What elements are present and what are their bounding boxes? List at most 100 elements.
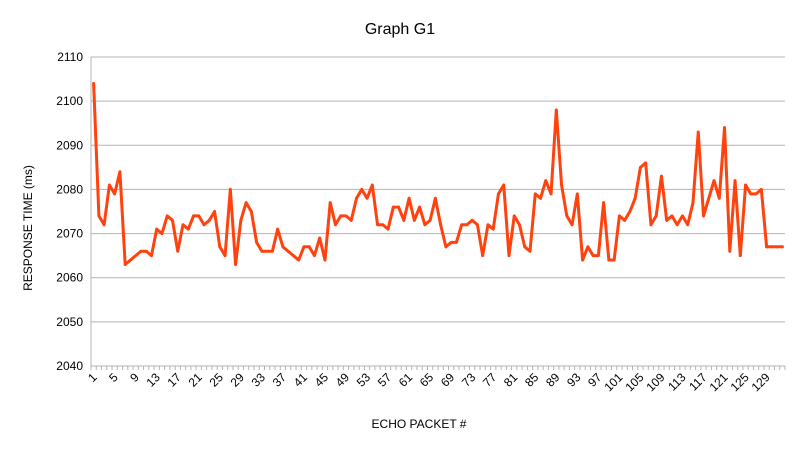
- data-point: [323, 258, 327, 262]
- data-point: [150, 254, 153, 258]
- gridlines: [90, 56, 786, 370]
- data-point: [602, 201, 606, 205]
- data-point: [765, 245, 768, 249]
- data-point: [749, 192, 753, 196]
- data-point: [144, 249, 148, 253]
- data-point: [286, 249, 290, 253]
- data-point: [318, 236, 322, 240]
- data-point: [381, 223, 385, 227]
- data-point: [544, 179, 548, 183]
- data-point: [754, 192, 758, 196]
- data-point: [723, 126, 726, 130]
- data-point: [607, 258, 611, 262]
- x-tick-label: 101: [601, 370, 625, 394]
- data-point: [207, 218, 211, 222]
- data-point: [423, 223, 427, 227]
- chart-title: Graph G1: [365, 21, 435, 38]
- y-tick-label: 2070: [56, 227, 83, 241]
- x-tick-label: 105: [622, 370, 646, 394]
- data-point: [449, 241, 453, 244]
- data-point: [176, 249, 180, 253]
- data-point: [412, 218, 416, 222]
- data-point: [223, 254, 227, 258]
- data-point: [660, 174, 663, 178]
- data-point: [171, 218, 174, 222]
- data-point: [297, 258, 301, 262]
- data-point: [481, 254, 485, 258]
- data-point: [129, 258, 132, 262]
- data-point: [712, 179, 716, 183]
- x-tick-label: 25: [207, 370, 227, 390]
- data-point: [470, 218, 474, 222]
- data-point: [334, 223, 337, 227]
- data-point: [686, 223, 690, 227]
- data-point: [491, 227, 495, 231]
- x-tick-label: 117: [686, 370, 710, 394]
- series-group: [92, 81, 784, 266]
- data-point: [744, 183, 747, 187]
- data-point: [497, 192, 500, 196]
- data-point: [460, 223, 464, 227]
- y-tick-labels: 2040 2050 2060 2070 2080 2090 2100 2110: [56, 50, 83, 373]
- data-point: [428, 218, 432, 222]
- data-point: [465, 223, 469, 227]
- data-point: [244, 201, 248, 205]
- x-tick-label: 61: [396, 370, 416, 390]
- x-tick-label: 57: [375, 370, 395, 390]
- data-point: [397, 205, 400, 209]
- data-point: [696, 130, 700, 134]
- data-point: [418, 205, 421, 209]
- x-tick-label: 73: [459, 370, 479, 390]
- data-point: [507, 254, 511, 258]
- data-point: [549, 192, 553, 196]
- data-point: [118, 170, 122, 174]
- data-point: [108, 183, 111, 187]
- x-tick-label: 53: [354, 370, 374, 390]
- data-point: [560, 183, 563, 187]
- y-tick-label: 2050: [56, 315, 83, 329]
- x-tick-label: 113: [665, 370, 689, 394]
- data-point: [570, 223, 574, 227]
- data-point: [376, 223, 379, 227]
- x-tick-label: 65: [417, 370, 437, 390]
- data-point: [717, 196, 721, 200]
- x-tick-label: 29: [228, 370, 248, 390]
- data-point: [518, 223, 521, 227]
- data-point: [528, 249, 532, 253]
- data-point: [349, 218, 353, 222]
- x-tick-label: 85: [522, 370, 542, 390]
- data-point: [313, 254, 316, 258]
- data-point: [276, 227, 280, 231]
- data-point: [139, 249, 143, 253]
- data-point: [123, 263, 127, 266]
- data-point: [533, 192, 537, 196]
- data-point: [575, 192, 579, 196]
- data-point: [370, 183, 374, 187]
- y-axis-title: RESPONSE TIME (ms): [21, 165, 35, 291]
- data-point: [165, 214, 169, 218]
- data-point: [512, 214, 516, 218]
- data-point: [186, 227, 190, 231]
- data-point: [307, 245, 311, 249]
- series-line: [92, 81, 784, 266]
- data-point: [97, 214, 101, 218]
- data-point: [302, 245, 306, 249]
- data-point: [639, 165, 642, 169]
- y-tick-label: 2060: [56, 271, 83, 285]
- data-point: [439, 223, 443, 227]
- data-point: [281, 245, 285, 249]
- data-point: [113, 192, 117, 196]
- x-tick-label: 97: [585, 370, 605, 390]
- data-point: [270, 249, 274, 253]
- data-point: [486, 223, 490, 227]
- data-point: [249, 210, 253, 213]
- x-tick-label: 17: [165, 370, 185, 390]
- data-point: [197, 214, 201, 218]
- data-point: [328, 201, 332, 205]
- data-point: [675, 223, 679, 227]
- x-tick-label: 41: [291, 370, 311, 390]
- data-point: [455, 241, 458, 244]
- data-point: [759, 188, 763, 191]
- data-point: [213, 210, 216, 213]
- y-tick-label: 2100: [56, 94, 83, 108]
